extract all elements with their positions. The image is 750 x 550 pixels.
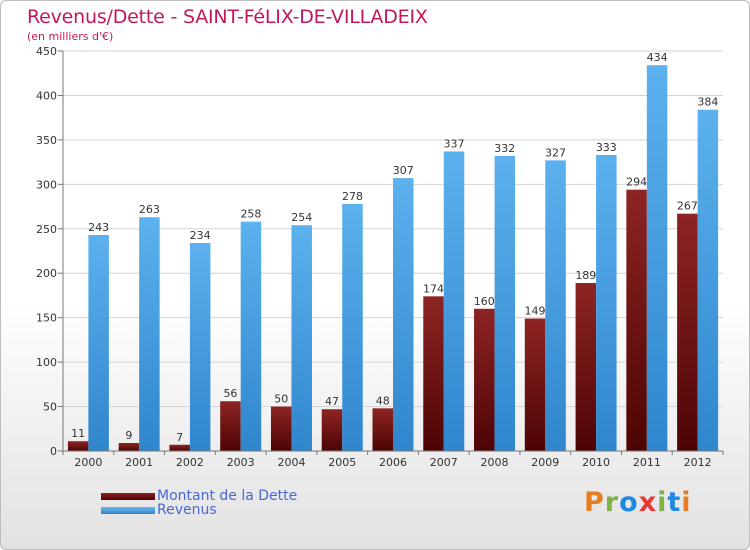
data-label: 9	[125, 429, 132, 442]
x-tick-label: 2010	[582, 456, 610, 469]
logo-letter: i	[681, 487, 692, 518]
logo-letter: t	[667, 487, 682, 518]
data-label: 254	[291, 211, 312, 224]
data-label: 47	[325, 395, 339, 408]
x-tick-label: 2011	[633, 456, 661, 469]
x-tick-label: 2008	[481, 456, 509, 469]
bar-dette	[474, 308, 495, 451]
x-tick-label: 2007	[430, 456, 458, 469]
data-label: 384	[697, 96, 718, 109]
y-tick-label: 0	[50, 445, 57, 458]
data-label: 337	[444, 137, 465, 150]
logo-letter: r	[604, 487, 620, 518]
legend-swatch-dette	[101, 492, 155, 500]
bar-dette	[677, 213, 698, 451]
legend-item-revenus: Revenus	[101, 502, 217, 518]
x-tick-label: 2005	[328, 456, 356, 469]
bar-dette	[270, 406, 292, 451]
legend-label-dette: Montant de la Dette	[157, 488, 298, 504]
bar-revenus	[545, 160, 566, 452]
bar-revenus	[291, 225, 312, 451]
data-label: 327	[545, 146, 566, 159]
bar-dette	[220, 401, 241, 451]
proxiti-logo: Proxiti	[584, 487, 692, 518]
data-label: 149	[525, 305, 546, 318]
legend-item-dette: Montant de la Dette	[101, 488, 297, 504]
data-label: 263	[139, 203, 160, 216]
y-tick-label: 250	[36, 223, 57, 236]
legend-swatch-revenus	[101, 506, 155, 514]
data-label: 267	[677, 200, 698, 213]
data-label: 234	[190, 229, 211, 242]
data-label: 307	[393, 164, 414, 177]
data-label: 333	[596, 141, 617, 154]
x-tick-label: 2003	[227, 456, 255, 469]
data-label: 160	[474, 295, 495, 308]
bar-revenus	[88, 235, 109, 451]
chart-subtitle: (en milliers d'€)	[27, 30, 114, 43]
bar-dette	[575, 283, 597, 451]
x-tick-label: 2000	[74, 456, 102, 469]
bar-dette	[423, 296, 444, 451]
y-tick-label: 450	[36, 45, 57, 58]
bars: 11 243 9 263 7 234 56 258 50 254 47 278 48 307 174 337 1…	[67, 51, 719, 452]
chart-title: Revenus/Dette - SAINT-FéLIX-DE-VILLADEIX	[27, 6, 428, 28]
bar-revenus	[393, 178, 414, 451]
bar-dette	[524, 318, 546, 451]
bar-dette	[321, 409, 343, 451]
bar-revenus	[646, 65, 668, 451]
x-tick-label: 2004	[277, 456, 305, 469]
bar-dette	[67, 441, 89, 451]
y-tick-label: 300	[36, 178, 57, 191]
data-label: 7	[176, 431, 183, 444]
y-tick-label: 100	[36, 356, 57, 369]
bar-dette	[626, 189, 647, 451]
logo-letter: P	[584, 487, 605, 518]
bar-revenus	[139, 217, 160, 451]
y-tick-label: 50	[43, 401, 57, 414]
bar-revenus	[494, 155, 516, 451]
data-label: 48	[376, 394, 390, 407]
y-tick-label: 350	[36, 134, 57, 147]
logo-letter: x	[638, 487, 658, 518]
bar-revenus	[342, 203, 363, 451]
data-label: 278	[342, 190, 363, 203]
bar-revenus	[596, 155, 617, 451]
bar-revenus	[697, 109, 719, 452]
data-label: 434	[647, 51, 668, 64]
data-label: 294	[626, 176, 647, 189]
logo-letter: o	[619, 487, 639, 518]
legend-label-revenus: Revenus	[157, 502, 217, 518]
data-label: 243	[88, 221, 109, 234]
y-tick-label: 200	[36, 267, 57, 280]
data-label: 50	[274, 393, 288, 406]
bar-revenus	[443, 151, 465, 451]
y-tick-label: 150	[36, 312, 57, 325]
axes: 0 50 100 150 200 250 300 350 400 450 2000 2001 2002 2…	[36, 45, 724, 469]
logo-letter: i	[657, 487, 668, 518]
bar-revenus	[240, 221, 262, 451]
y-tick-label: 400	[36, 89, 57, 102]
data-label: 332	[494, 142, 515, 155]
bar-dette	[169, 444, 190, 451]
data-label: 258	[240, 208, 261, 221]
bar-revenus	[189, 243, 211, 451]
data-label: 189	[575, 269, 596, 282]
x-tick-label: 2001	[125, 456, 153, 469]
bar-dette	[372, 408, 393, 451]
bar-dette	[118, 443, 140, 451]
x-tick-label: 2009	[531, 456, 559, 469]
data-label: 56	[223, 387, 237, 400]
x-tick-label: 2006	[379, 456, 407, 469]
x-tick-label: 2002	[176, 456, 204, 469]
data-label: 11	[71, 427, 85, 440]
data-label: 174	[423, 282, 444, 295]
x-tick-label: 2012	[684, 456, 712, 469]
